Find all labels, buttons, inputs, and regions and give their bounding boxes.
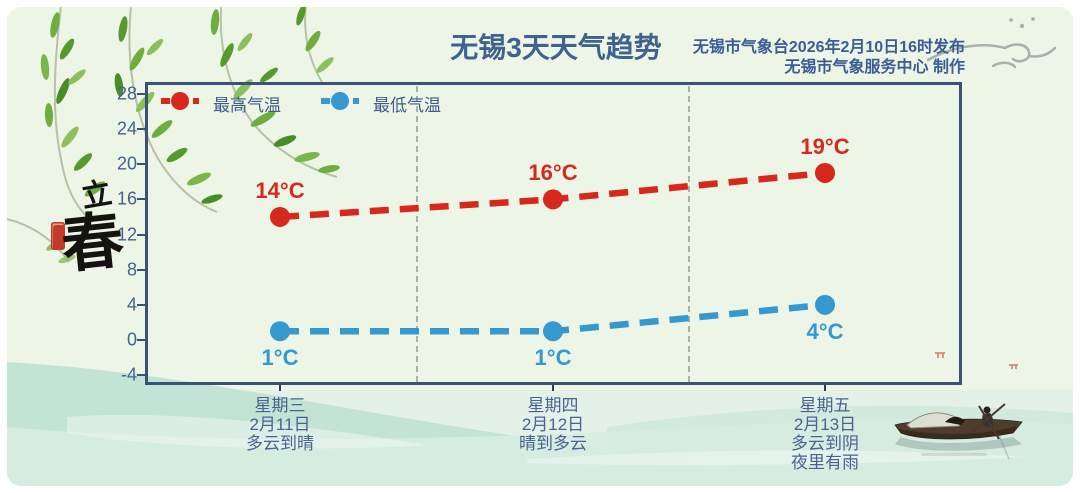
min-temp-line-marker (319, 91, 361, 116)
x-axis-tick-mark (552, 385, 554, 391)
y-axis-tick-label: 28 (116, 83, 137, 104)
legend-item-min-temp: 最低气温 (319, 91, 441, 116)
chart-title: 无锡3天天气趋势 (450, 32, 662, 63)
legend-label-max-temp: 最高气温 (213, 96, 281, 115)
x-axis-label-line: 2月12日 (521, 415, 585, 434)
y-axis-tick-label: 24 (116, 118, 137, 139)
x-axis-tick-mark (824, 385, 826, 391)
x-axis-tick-mark (279, 385, 281, 391)
x-axis-category-label: 星期三 2月11日 多云到晴 (180, 396, 380, 453)
x-axis-category-label: 星期四 2月12日 晴到多云 (453, 396, 653, 453)
y-axis-tick-label: -4 (120, 364, 137, 385)
max-temp-line-marker (159, 91, 201, 116)
chart-legend: 最高气温 最低气温 (159, 91, 441, 116)
x-axis-label-line: 晴到多云 (519, 434, 587, 453)
card-background: 立 春 无锡3天天气趋势 无锡市气象台2026年2月10日16时发布 无锡市气象… (7, 7, 1073, 486)
lichun-char-chun: 春 (57, 202, 128, 283)
y-axis-tick-label: 0 (126, 329, 137, 350)
legend-label-min-temp: 最低气温 (373, 96, 441, 115)
plot-frame (145, 82, 962, 385)
cloud-swirl-icon (926, 17, 1057, 69)
legend-item-max-temp: 最高气温 (159, 91, 281, 116)
x-axis-label-line: 星期四 (527, 396, 579, 415)
produced-by-line: 无锡市气象服务中心 制作 (784, 59, 965, 76)
boat-illustration (894, 403, 1023, 460)
x-axis-label-line: 多云到晴 (246, 434, 314, 453)
x-axis-label-line: 2月11日 (249, 415, 311, 434)
issue-info: 无锡市气象台2026年2月10日16时发布 无锡市气象服务中心 制作 (693, 38, 965, 78)
issued-by-line: 无锡市气象台2026年2月10日16时发布 (692, 39, 965, 56)
x-axis-label-line: 星期三 (254, 396, 306, 415)
